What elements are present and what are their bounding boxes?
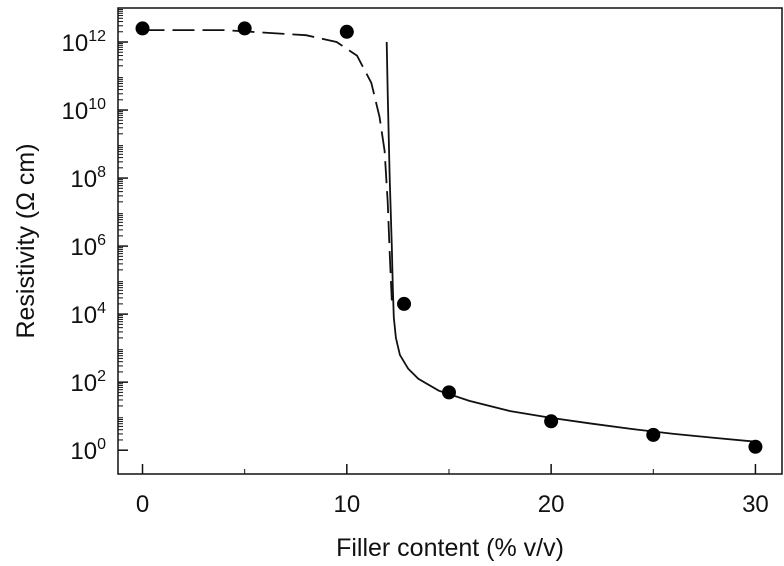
data-points [135, 21, 763, 454]
x-tick-label: 20 [538, 491, 565, 518]
y-axis-title: Resistivity (Ω cm) [12, 143, 40, 338]
x-axis-title: Filler content (% v/v) [336, 534, 564, 562]
solid-fit-line [385, 41, 756, 443]
x-tick-label: 30 [742, 491, 769, 518]
dashed-fit-line [142, 29, 393, 301]
x-axis-ticks: 0 10 20 30 [136, 464, 769, 518]
x-tick-label: 0 [136, 491, 149, 518]
x-tick-label: 10 [333, 491, 360, 518]
data-point [441, 385, 456, 400]
data-point [339, 24, 354, 39]
data-point [646, 427, 661, 442]
fit-lines [142, 29, 756, 443]
y-axis-ticks: 100 102 104 106 108 1010 1012 [62, 9, 128, 465]
y-tick-label: 1010 [62, 96, 107, 125]
data-point [544, 414, 559, 429]
data-point [748, 439, 763, 454]
plot-frame [117, 7, 783, 475]
y-tick-label: 102 [70, 368, 106, 397]
y-tick-label: 108 [70, 164, 106, 193]
y-tick-label: 104 [70, 300, 106, 329]
y-tick-label: 106 [70, 232, 106, 261]
data-point [135, 21, 150, 36]
y-tick-label: 100 [70, 436, 106, 465]
y-tick-label: 1012 [62, 28, 107, 57]
data-point [397, 296, 412, 311]
data-point [237, 21, 252, 36]
